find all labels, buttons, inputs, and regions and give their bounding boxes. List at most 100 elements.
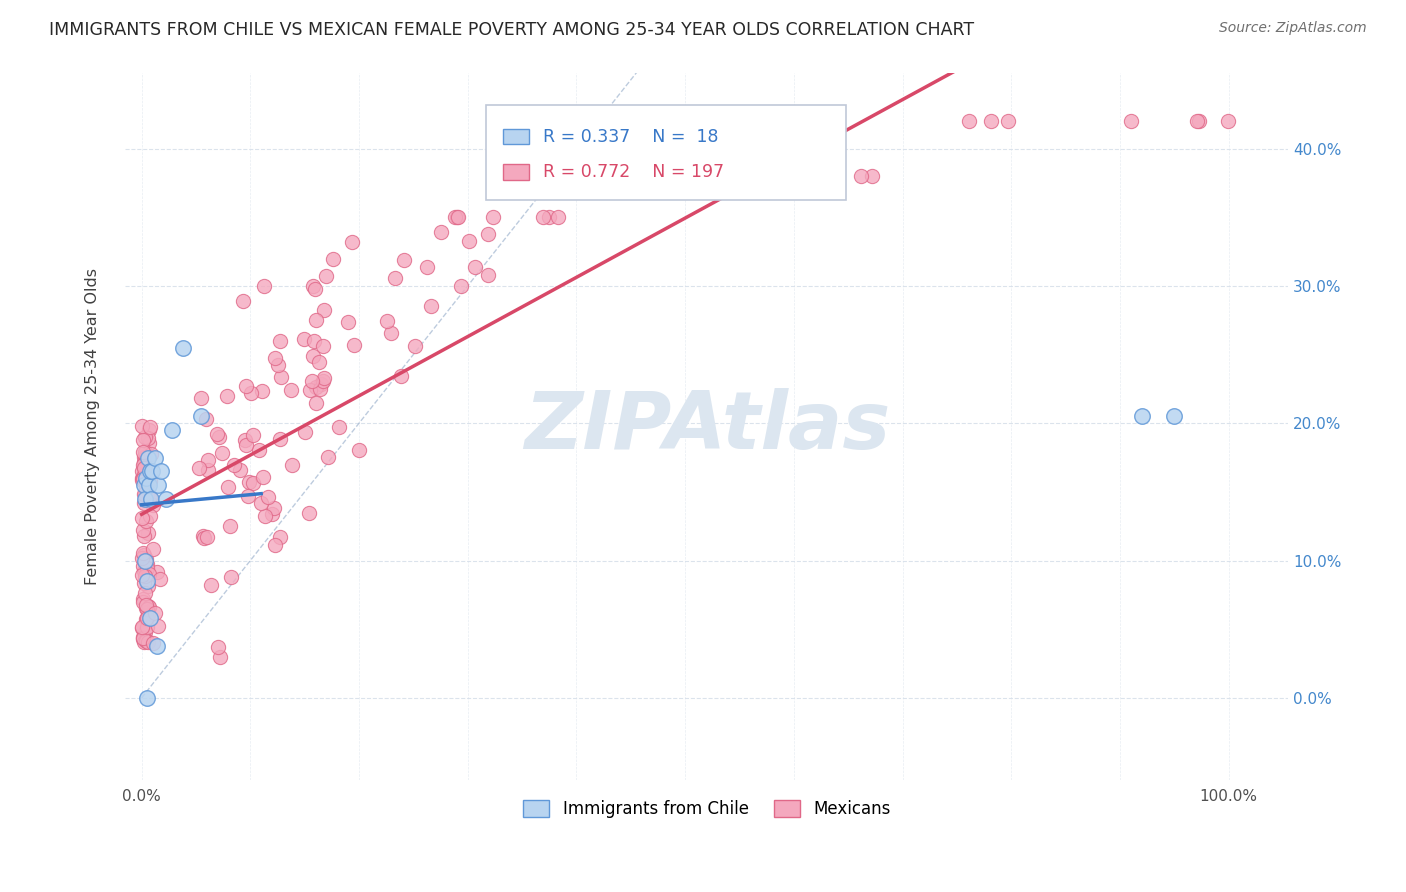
Point xyxy=(172,341,194,355)
Point xyxy=(636,169,658,183)
Point xyxy=(315,269,337,284)
Point xyxy=(825,169,848,183)
Point xyxy=(1185,114,1208,128)
Point xyxy=(132,565,155,579)
Point xyxy=(135,471,157,485)
Point xyxy=(280,383,302,397)
Point xyxy=(195,412,218,426)
Point xyxy=(135,487,157,501)
Point xyxy=(242,427,264,442)
Point xyxy=(443,210,465,224)
Point xyxy=(160,423,183,437)
Point xyxy=(138,509,160,524)
Point xyxy=(547,210,569,224)
Point xyxy=(301,349,323,363)
Point xyxy=(477,227,499,241)
Point xyxy=(136,690,159,705)
Point xyxy=(136,608,159,623)
Point xyxy=(139,464,162,478)
Point xyxy=(262,507,284,521)
Bar xyxy=(503,128,529,145)
Point xyxy=(131,464,153,478)
Point xyxy=(132,450,155,464)
Point xyxy=(131,473,153,487)
Point xyxy=(134,486,156,500)
Point xyxy=(380,326,402,340)
Point xyxy=(464,260,486,274)
FancyBboxPatch shape xyxy=(486,104,846,201)
Point xyxy=(1216,114,1239,128)
Point xyxy=(305,396,328,410)
Point xyxy=(328,420,350,434)
Point xyxy=(132,558,155,573)
Point xyxy=(664,169,686,183)
Point xyxy=(132,467,155,482)
Point xyxy=(132,523,155,537)
Point xyxy=(136,431,159,445)
Point xyxy=(136,450,159,465)
Bar xyxy=(503,164,529,180)
Point xyxy=(229,463,252,477)
Point xyxy=(136,620,159,634)
Point xyxy=(312,371,335,385)
Point xyxy=(200,578,222,592)
Point xyxy=(537,210,560,224)
Text: R = 0.337    N =  18: R = 0.337 N = 18 xyxy=(543,128,718,145)
Point xyxy=(132,455,155,469)
Point xyxy=(269,432,291,446)
Point xyxy=(142,542,165,557)
Point xyxy=(132,467,155,481)
Point xyxy=(139,475,162,489)
Point xyxy=(138,566,160,581)
Point xyxy=(446,210,468,224)
Point xyxy=(131,471,153,485)
Point xyxy=(142,498,165,512)
Point xyxy=(141,492,163,507)
Point xyxy=(135,602,157,616)
Point xyxy=(146,478,169,492)
Point xyxy=(139,491,162,505)
Point xyxy=(143,450,166,465)
Point xyxy=(669,169,692,183)
Point xyxy=(294,425,316,439)
Point xyxy=(132,433,155,447)
Text: ZIPAtlas: ZIPAtlas xyxy=(524,388,890,466)
Point xyxy=(138,435,160,450)
Point xyxy=(138,478,160,492)
Point xyxy=(136,635,159,649)
Point xyxy=(235,379,257,393)
Point xyxy=(139,447,162,461)
Point xyxy=(482,210,505,224)
Point xyxy=(302,334,325,348)
Point xyxy=(477,268,499,282)
Point xyxy=(207,640,229,654)
Point xyxy=(302,278,325,293)
Point xyxy=(135,601,157,615)
Point xyxy=(136,526,159,541)
Point xyxy=(239,386,262,401)
Point xyxy=(148,618,170,632)
Point xyxy=(567,169,589,183)
Point xyxy=(136,478,159,492)
Point xyxy=(211,446,233,460)
Point xyxy=(343,337,366,351)
Point xyxy=(132,478,155,492)
Point xyxy=(292,332,315,346)
Point xyxy=(138,600,160,615)
Point xyxy=(142,635,165,649)
Point xyxy=(136,579,159,593)
Point xyxy=(197,452,219,467)
Point xyxy=(238,475,260,489)
Point xyxy=(135,514,157,528)
Point xyxy=(132,472,155,486)
Point xyxy=(132,595,155,609)
Point xyxy=(131,568,153,582)
Point xyxy=(141,491,163,506)
Point xyxy=(134,529,156,543)
Point xyxy=(1163,409,1185,424)
Point xyxy=(134,492,156,507)
Point xyxy=(135,634,157,648)
Point xyxy=(135,598,157,612)
Point xyxy=(205,426,228,441)
Point xyxy=(1187,114,1209,128)
